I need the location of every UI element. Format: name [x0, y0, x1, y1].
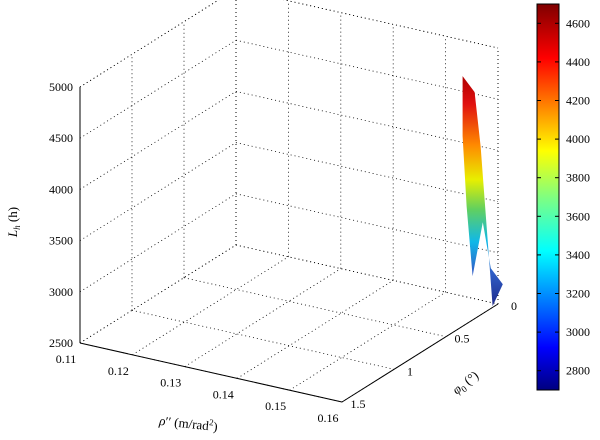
- colorbar-tick-label: 3400: [566, 248, 590, 262]
- x-tick-label: 0.11: [56, 352, 77, 366]
- grid-line-z: [235, 142, 499, 202]
- grid-line-z: [79, 0, 220, 88]
- box-edge: [283, 0, 499, 49]
- labels-layer: 2500 3000 3500 4000 4500 5000 0.11 0.12 0.13 0.14…: [5, 80, 517, 434]
- y-tick-label: 1.5: [351, 397, 366, 411]
- x-axis-label: ρ′′ (m/rad2): [158, 412, 219, 434]
- x-tick-label: 0.15: [265, 399, 286, 413]
- y-tick-label: 0: [511, 299, 517, 313]
- y-tick-label: 1: [407, 364, 413, 378]
- grid-line-x: [289, 291, 446, 391]
- z-tick-label: 4500: [49, 131, 73, 145]
- colorbar-tick-label: 3800: [566, 171, 590, 185]
- z-tick-label: 3500: [49, 234, 73, 248]
- y-axis-label: φ0 (°): [449, 368, 482, 399]
- colorbar-tick-label: 3000: [566, 325, 590, 339]
- grid-line-z: [79, 39, 237, 139]
- z-tick-label: 3000: [49, 285, 73, 299]
- colorbar-tick-label: 4600: [566, 16, 590, 30]
- grid-line-x: [184, 268, 342, 367]
- colorbar-tick-label: 3600: [566, 209, 590, 223]
- z-tick-label: 2500: [49, 336, 73, 350]
- x-tick-label: 0.12: [108, 364, 129, 378]
- colorbar-tick-label: 2800: [566, 364, 590, 378]
- x-tick-label: 0.16: [318, 411, 339, 425]
- grid-line-z: [79, 193, 237, 293]
- z-tick-label: 4000: [49, 182, 73, 196]
- box-edge: [79, 0, 220, 88]
- grid-line-z: [235, 91, 499, 151]
- colorbar-tick-label: 4000: [566, 132, 590, 146]
- y-tick-label: 0.5: [455, 332, 470, 346]
- colorbar-tick-label: 3200: [566, 287, 590, 301]
- grid-line-z: [283, 0, 499, 49]
- x-axis-line: [79, 342, 343, 403]
- grid-line-z: [235, 39, 499, 100]
- grid-line-z: [79, 91, 237, 190]
- grid-layer: [79, 0, 499, 403]
- y-axis-line: [341, 303, 499, 403]
- grid-line-y: [183, 277, 447, 338]
- grid-line-x: [236, 280, 394, 379]
- grid-line-y: [235, 244, 499, 305]
- surface-ribbon: [462, 76, 503, 307]
- colorbar-layer: 2800 3000 3200 3400 3600 3800 4000 4200 4400 4600: [536, 3, 590, 391]
- colorbar-tick-label: 4200: [566, 94, 590, 108]
- grid-line-x: [132, 256, 289, 356]
- z-tick-label: 5000: [49, 80, 73, 94]
- colorbar-tick-label: 4400: [566, 55, 590, 69]
- x-tick-label: 0.14: [213, 387, 234, 401]
- grid-line-z: [79, 142, 237, 241]
- grid-line-y: [131, 309, 395, 370]
- surface-layer: [462, 76, 503, 307]
- grid-line-x: [79, 244, 237, 344]
- grid-line-z: [235, 193, 499, 254]
- axes-layer: [79, 87, 499, 403]
- x-tick-label: 0.13: [160, 376, 181, 390]
- colorbar: [536, 3, 560, 391]
- z-axis-label: Lh (h): [5, 207, 22, 238]
